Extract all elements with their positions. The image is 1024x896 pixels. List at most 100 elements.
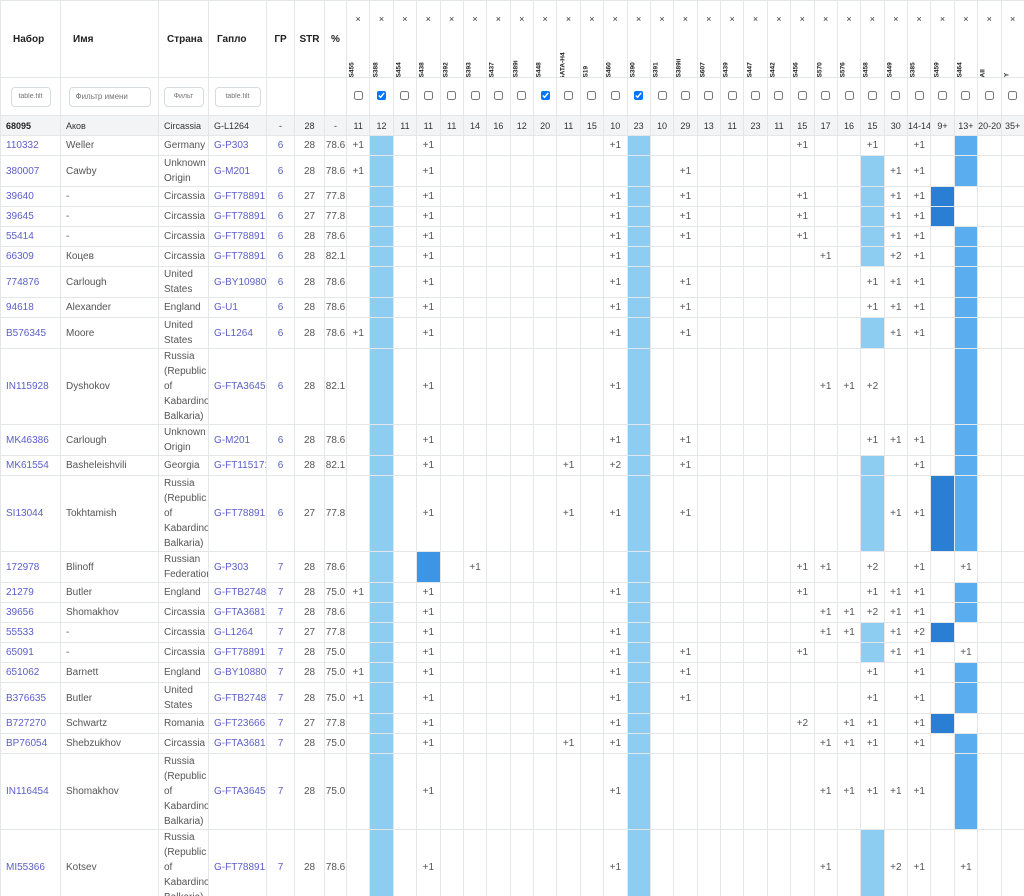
haplo-link[interactable]: G-P303 [214, 140, 249, 151]
remove-column-icon[interactable]: × [682, 14, 689, 24]
kit-link[interactable]: 172978 [6, 561, 40, 573]
remove-column-icon[interactable]: × [449, 14, 455, 24]
remove-column-icon[interactable]: × [659, 14, 665, 24]
gr-link[interactable]: 6 [277, 140, 284, 151]
gr-link[interactable]: 6 [277, 302, 284, 313]
remove-column-icon[interactable]: × [519, 14, 525, 24]
kit-link[interactable]: 39656 [6, 607, 34, 618]
marker-checkbox-dys393[interactable] [470, 90, 480, 100]
haplo-link[interactable]: G-FT78891 [214, 191, 266, 202]
col-header-haplo[interactable]: Гапло [208, 0, 267, 78]
marker-checkbox-y-gata-h4[interactable] [564, 90, 574, 100]
col-header-name[interactable]: Имя [60, 0, 159, 78]
haplo-link[interactable]: G-P303 [214, 561, 249, 573]
marker-checkbox-dys607[interactable] [704, 90, 714, 100]
kit-link[interactable]: IN116454 [6, 786, 49, 797]
marker-checkbox-dys576[interactable] [844, 90, 854, 100]
haplo-link[interactable]: G-FT115171 [214, 460, 267, 471]
marker-checkbox-dys388[interactable] [377, 90, 387, 100]
haplo-link[interactable]: G-FTB27487 [214, 587, 267, 598]
marker-checkbox-dys19[interactable] [587, 90, 597, 100]
marker-checkbox-dys437[interactable] [493, 90, 503, 100]
remove-column-icon[interactable]: × [986, 14, 992, 24]
col-header-kit[interactable]: Набор [0, 0, 61, 78]
haplo-link[interactable]: G-FT78891 [214, 647, 266, 658]
kit-link[interactable]: 774876 [6, 276, 40, 288]
gr-link[interactable]: 6 [277, 231, 284, 242]
haplo-link[interactable]: G-FT78891 [214, 231, 266, 242]
kit-link[interactable]: 110332 [6, 140, 39, 151]
gr-link[interactable]: 7 [277, 587, 284, 598]
remove-column-icon[interactable]: × [776, 14, 782, 24]
haplo-link[interactable]: G-BY108805 [214, 667, 267, 678]
col-header-str[interactable]: STR [294, 0, 325, 78]
kit-link[interactable]: B727270 [6, 718, 47, 729]
marker-checkbox-dys449[interactable] [891, 90, 901, 100]
kit-link[interactable]: 66309 [6, 251, 34, 262]
marker-checkbox-dys455[interactable] [353, 90, 363, 100]
remove-column-icon[interactable]: × [542, 14, 548, 24]
kit-link[interactable]: MI55366 [6, 862, 45, 873]
haplo-link[interactable]: G-U1 [214, 302, 238, 313]
kit-link[interactable]: IN115928 [6, 381, 49, 392]
kit-link[interactable]: 94618 [6, 302, 34, 313]
gr-link[interactable]: 7 [277, 786, 284, 797]
gr-link[interactable]: 6 [277, 508, 284, 519]
remove-column-icon[interactable]: × [425, 14, 431, 24]
kit-link[interactable]: 21279 [6, 587, 34, 598]
haplo-link[interactable]: G-FTA36818 [214, 607, 267, 618]
kit-link[interactable]: BP76054 [6, 738, 48, 749]
remove-column-icon[interactable]: × [636, 14, 642, 24]
remove-column-icon[interactable]: × [752, 14, 759, 24]
haplo-link[interactable]: G-M201 [214, 165, 251, 177]
remove-column-icon[interactable]: × [472, 14, 478, 24]
kit-link[interactable]: 651062 [6, 667, 40, 678]
gr-link[interactable]: 7 [277, 667, 284, 678]
kit-link[interactable]: SI13044 [6, 508, 44, 519]
remove-column-icon[interactable]: × [355, 14, 361, 24]
kit-filter-input[interactable] [10, 86, 51, 107]
marker-checkbox-dys391[interactable] [657, 90, 667, 100]
marker-checkbox-dys448[interactable] [540, 90, 550, 100]
remove-column-icon[interactable]: × [823, 14, 829, 24]
kit-link[interactable]: 55533 [6, 627, 34, 638]
haplo-link[interactable]: G-FTB27487 [214, 692, 267, 704]
gr-link[interactable]: 6 [277, 191, 284, 202]
marker-checkbox-dys456[interactable] [797, 90, 807, 100]
remove-column-icon[interactable]: × [869, 14, 876, 24]
remove-column-icon[interactable]: × [893, 14, 899, 24]
remove-column-icon[interactable]: × [378, 14, 385, 24]
haplo-link[interactable]: G-L1264 [214, 627, 253, 638]
marker-checkbox-dys390[interactable] [634, 90, 644, 100]
marker-checkbox-dys570[interactable] [821, 90, 831, 100]
haplo-link[interactable]: G-FTA36456 [214, 786, 267, 797]
gr-link[interactable]: 6 [277, 276, 284, 288]
marker-checkbox-dys385[interactable] [914, 90, 924, 100]
haplo-filter-input[interactable] [214, 86, 261, 107]
remove-column-icon[interactable]: × [1010, 14, 1016, 24]
gr-link[interactable]: 7 [277, 561, 284, 573]
remove-column-icon[interactable]: × [939, 14, 946, 24]
gr-link[interactable]: 6 [277, 327, 284, 339]
country-filter-input[interactable] [163, 86, 204, 107]
marker-checkbox-dys392[interactable] [447, 90, 457, 100]
marker-checkbox-dys447[interactable] [751, 90, 761, 100]
col-header-pct[interactable]: % [324, 0, 347, 78]
kit-link[interactable]: 65091 [6, 647, 34, 658]
haplo-link[interactable]: G-FT78891 [214, 211, 266, 222]
gr-link[interactable]: 7 [277, 627, 284, 638]
kit-link[interactable]: 55414 [6, 231, 34, 242]
marker-checkbox-dys458[interactable] [867, 90, 877, 100]
remove-column-icon[interactable]: × [916, 14, 922, 24]
marker-checkbox-cdy[interactable] [1008, 90, 1018, 100]
remove-column-icon[interactable]: × [612, 14, 618, 24]
gr-link[interactable]: 7 [277, 738, 284, 749]
remove-column-icon[interactable]: × [495, 14, 502, 24]
gr-link[interactable]: 7 [277, 718, 284, 729]
remove-column-icon[interactable]: × [706, 14, 712, 24]
remove-column-icon[interactable]: × [799, 14, 805, 24]
haplo-link[interactable]: G-L1264 [214, 327, 253, 339]
kit-link[interactable]: 39645 [6, 211, 34, 222]
marker-checkbox-ycaii[interactable] [984, 90, 994, 100]
haplo-link[interactable]: G-FT236661 [214, 718, 267, 729]
